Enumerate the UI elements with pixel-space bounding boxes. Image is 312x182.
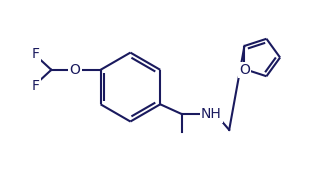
- Text: F: F: [32, 79, 40, 93]
- Text: NH: NH: [201, 107, 222, 121]
- Text: O: O: [70, 63, 80, 77]
- Text: F: F: [32, 47, 40, 61]
- Text: O: O: [239, 63, 250, 77]
